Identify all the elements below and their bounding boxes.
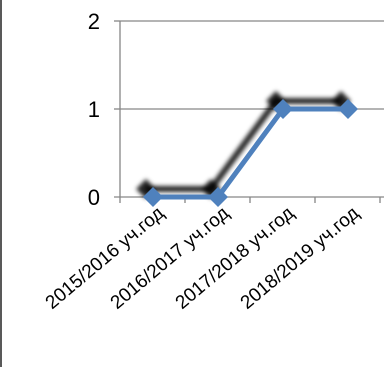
series-line-shadow	[146, 98, 341, 192]
x-tick-label-1: 2015/2016 уч.год	[42, 203, 169, 314]
data-point-2	[208, 187, 228, 207]
x-tick-label-4: 2018/2019 уч.год	[237, 203, 364, 314]
data-point-1	[143, 187, 163, 207]
data-point-3	[273, 99, 293, 119]
y-tick-label-2: 2	[88, 9, 100, 34]
series-line	[153, 106, 348, 200]
x-tick-label-3: 2017/2018 уч.год	[172, 203, 299, 314]
x-tick-label-2: 2016/2017 уч.год	[107, 203, 234, 314]
y-axis-tick-labels: 0 1 2	[88, 9, 100, 210]
y-tick-label-0: 0	[88, 185, 100, 210]
y-tick-label-1: 1	[88, 97, 100, 122]
data-point-4	[338, 99, 358, 119]
series-shadow	[136, 91, 351, 199]
data-series	[143, 99, 358, 207]
